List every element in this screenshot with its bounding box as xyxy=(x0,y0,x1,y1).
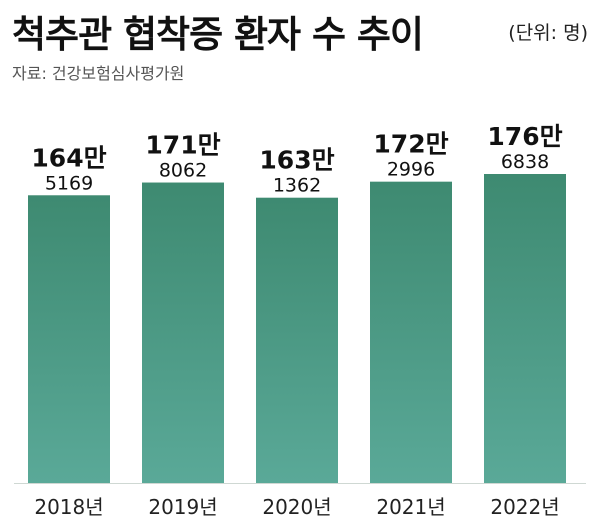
bar-label-main-5: 176만 xyxy=(487,122,562,151)
bar-4 xyxy=(370,181,452,483)
source-label: 자료: 건강보험심사평가원 xyxy=(12,64,185,83)
bar-1 xyxy=(28,195,110,483)
bar-3 xyxy=(256,197,338,483)
bar-label-main-2: 171만 xyxy=(145,131,220,160)
bar-label-main-4: 172만 xyxy=(373,130,448,159)
bar-label-sub-4: 2996 xyxy=(387,159,435,181)
bar-label-sub-5: 6838 xyxy=(501,151,549,173)
x-tick-label-5: 2022년 xyxy=(490,495,559,519)
bar-2 xyxy=(142,182,224,483)
bar-label-sub-2: 8062 xyxy=(159,160,207,182)
chart-title: 척추관 협착증 환자 수 추이 xyxy=(12,13,424,56)
bar-label-sub-3: 1362 xyxy=(273,175,321,197)
x-tick-label-3: 2020년 xyxy=(262,495,331,519)
bar-5 xyxy=(484,174,566,483)
bar-label-main-3: 163만 xyxy=(259,146,334,175)
bar-label-sub-1: 5169 xyxy=(45,172,93,194)
unit-label: (단위: 명) xyxy=(508,22,588,44)
x-tick-label-2: 2019년 xyxy=(148,495,217,519)
x-tick-label-1: 2018년 xyxy=(34,495,103,519)
x-tick-label-4: 2021년 xyxy=(376,495,445,519)
bar-label-main-1: 164만 xyxy=(31,143,106,172)
chart-header: 척추관 협착증 환자 수 추이 (단위: 명) 자료: 건강보험심사평가원 xyxy=(0,0,600,90)
